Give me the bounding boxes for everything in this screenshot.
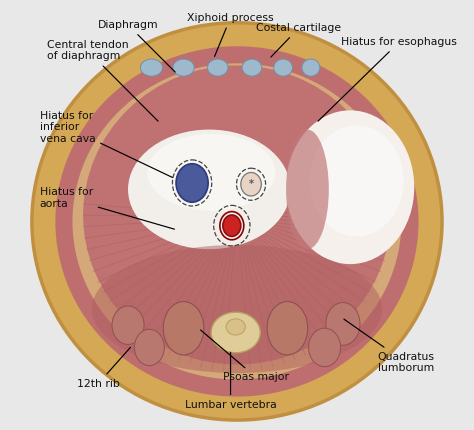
Ellipse shape — [83, 65, 391, 365]
Text: Psoas major: Psoas major — [201, 330, 289, 382]
Ellipse shape — [208, 59, 228, 76]
Ellipse shape — [147, 134, 275, 211]
Ellipse shape — [211, 312, 260, 353]
Ellipse shape — [241, 172, 261, 196]
Text: Hiatus for
aorta: Hiatus for aorta — [40, 187, 174, 229]
Ellipse shape — [32, 23, 442, 420]
Ellipse shape — [128, 129, 291, 249]
Ellipse shape — [163, 301, 204, 355]
Ellipse shape — [73, 63, 401, 380]
Ellipse shape — [140, 59, 163, 76]
Ellipse shape — [55, 46, 419, 396]
Ellipse shape — [112, 306, 144, 344]
Ellipse shape — [135, 329, 164, 366]
Ellipse shape — [273, 59, 292, 76]
Ellipse shape — [223, 215, 241, 237]
Ellipse shape — [267, 301, 308, 355]
Ellipse shape — [302, 59, 320, 76]
Ellipse shape — [286, 111, 414, 264]
Text: Hiatus for
inferior
vena cava: Hiatus for inferior vena cava — [40, 111, 173, 178]
Text: Lumbar vertebra: Lumbar vertebra — [185, 352, 276, 410]
Text: Central tendon
of diaphragm: Central tendon of diaphragm — [47, 40, 158, 121]
Ellipse shape — [173, 59, 194, 76]
Ellipse shape — [326, 303, 360, 345]
Text: Costal cartilage: Costal cartilage — [256, 23, 341, 57]
Text: *: * — [248, 179, 254, 189]
Text: Diaphragm: Diaphragm — [98, 20, 175, 72]
Text: Hiatus for esophagus: Hiatus for esophagus — [318, 37, 457, 121]
Ellipse shape — [309, 328, 340, 367]
Text: Xiphoid process: Xiphoid process — [187, 12, 274, 56]
Ellipse shape — [286, 129, 329, 249]
Ellipse shape — [310, 125, 403, 237]
Ellipse shape — [176, 164, 208, 202]
Ellipse shape — [242, 59, 262, 76]
Ellipse shape — [91, 245, 382, 373]
Text: Quadratus
lumborum: Quadratus lumborum — [344, 319, 434, 373]
Text: 12th rib: 12th rib — [77, 347, 130, 389]
Ellipse shape — [226, 319, 245, 335]
